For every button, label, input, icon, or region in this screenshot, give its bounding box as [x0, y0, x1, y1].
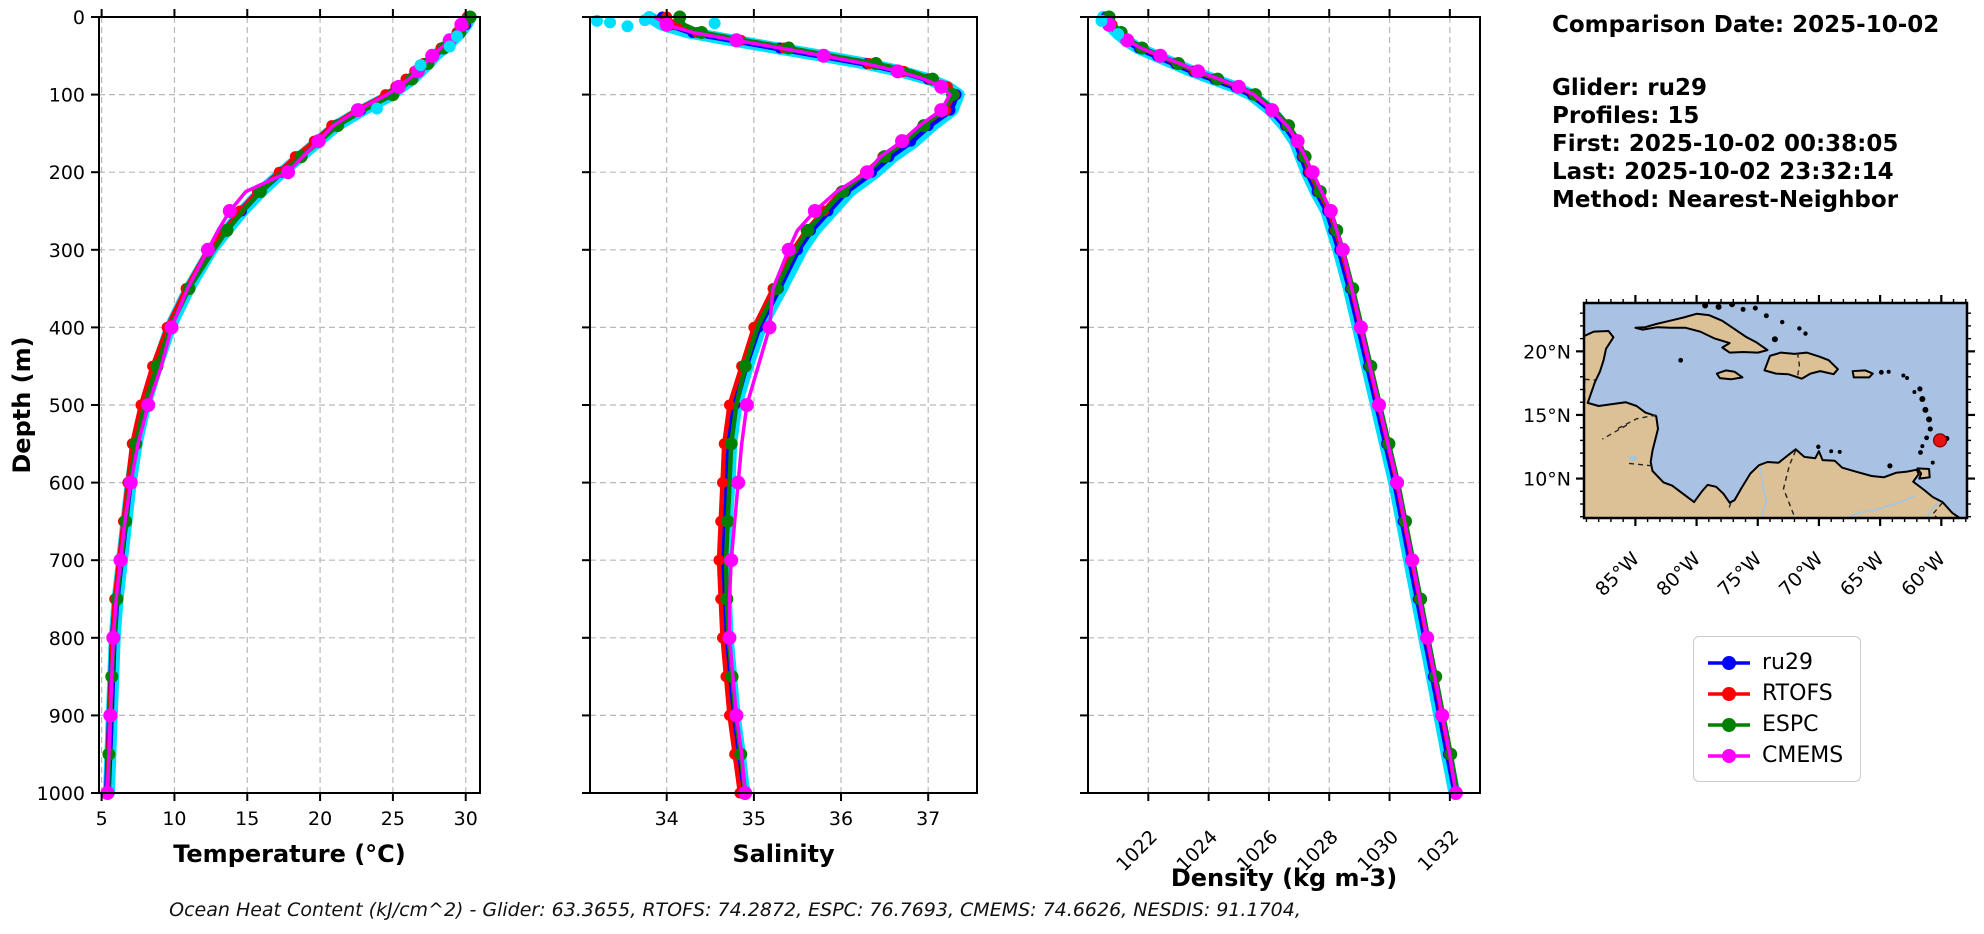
- series-ru29: [101, 11, 475, 799]
- raw-scatter-point: [370, 102, 383, 115]
- raw-scatter-point: [638, 14, 651, 27]
- series-CMEMS: [1102, 15, 1463, 800]
- info-line: First: 2025-10-02 00:38:05: [1552, 131, 1899, 157]
- map-lon-label: 75°W: [1714, 548, 1767, 595]
- info-line: Method: Nearest-Neighbor: [1552, 187, 1899, 213]
- depth-tick-label: 0: [73, 7, 85, 29]
- map-land: [1584, 303, 1961, 518]
- legend-label: CMEMS: [1762, 743, 1844, 768]
- legend-swatch: [1708, 686, 1750, 701]
- depth-tick-label: 600: [49, 473, 85, 495]
- chart-panel-0: 5 10 15 20 25 3001002003004005006007008009001…: [8, 7, 481, 868]
- x-axis-title: Salinity: [732, 840, 835, 868]
- raw-scatter-point: [450, 30, 463, 43]
- location-map: 85°W 80°W 75°W 70°W 65°W 60°W 20°N 15°N 10°N: [1523, 295, 1975, 595]
- legend-entry: ESPC: [1706, 709, 1846, 740]
- depth-tick-label: 300: [49, 240, 85, 262]
- map-lat-label: 20°N: [1523, 341, 1571, 363]
- x-tick-label: 10: [162, 808, 186, 830]
- axis-ticks: 5 10 15 20 25 3001002003004005006007008009001…: [37, 7, 478, 830]
- map-lon-label: 80°W: [1652, 548, 1705, 595]
- legend: ru29 RTOFS ESPC CMEMS: [1693, 636, 1861, 782]
- x-tick-label: 35: [742, 808, 766, 830]
- x-tick-label: 1022: [1112, 826, 1162, 876]
- raw-scatter-point: [604, 16, 617, 29]
- map-lat-label: 10°N: [1523, 469, 1571, 491]
- info-panel: Comparison Date: 2025-10-02 Glider: ru29…: [1552, 12, 1939, 214]
- map-lon-label: 65°W: [1836, 548, 1889, 595]
- map-lon-label: 85°W: [1591, 548, 1644, 595]
- x-tick-label: 1032: [1414, 826, 1464, 876]
- series-CMEMS: [653, 15, 952, 800]
- axis-ticks: 34 35 36 37: [582, 9, 940, 830]
- info-lines: Glider: ru29 Profiles: 15 First: 2025-10-0…: [1552, 74, 1939, 214]
- legend-swatch: [1708, 717, 1750, 732]
- raw-scatter-point: [414, 59, 427, 72]
- x-tick-label: 25: [381, 808, 405, 830]
- raw-scatter-point: [708, 17, 721, 30]
- series-ESPC: [102, 10, 477, 796]
- legend-entry: RTOFS: [1706, 678, 1846, 709]
- x-tick-label: 36: [829, 808, 853, 830]
- y-axis-title: Depth (m): [8, 336, 36, 473]
- info-line: Profiles: 15: [1552, 103, 1700, 129]
- ohc-caption: Ocean Heat Content (kJ/cm^2) - Glider: 6…: [169, 899, 1301, 921]
- depth-tick-label: 100: [49, 85, 85, 107]
- x-tick-label: 34: [655, 808, 679, 830]
- map-frame: [1582, 301, 1969, 520]
- legend-label: ESPC: [1762, 712, 1819, 737]
- info-line: Glider: ru29: [1552, 75, 1707, 101]
- x-axis-title: Temperature (°C): [173, 840, 406, 868]
- x-tick-label: 15: [235, 808, 259, 830]
- axis-ticks: 1022 1024 1026 1028 1030 1032: [1080, 9, 1463, 876]
- map-lon-label: 70°W: [1775, 548, 1828, 595]
- map-lon-label: 60°W: [1897, 548, 1950, 595]
- legend-entry: CMEMS: [1706, 740, 1846, 771]
- depth-tick-label: 200: [49, 162, 85, 184]
- info-line: Last: 2025-10-02 23:32:14: [1552, 159, 1894, 185]
- legend-entry: ru29: [1706, 647, 1846, 678]
- depth-tick-label: 400: [49, 317, 85, 339]
- comparison-date: Comparison Date: 2025-10-02: [1552, 12, 1940, 38]
- legend-label: RTOFS: [1762, 681, 1833, 706]
- raw-scatter-point: [443, 40, 456, 53]
- x-tick-label: 37: [916, 808, 940, 830]
- map-lat-label: 15°N: [1523, 405, 1571, 427]
- x-tick-label: 5: [96, 808, 108, 830]
- x-axis-title: Density (kg m-3): [1171, 864, 1397, 892]
- glider-position-marker: [1932, 433, 1948, 448]
- depth-tick-label: 500: [49, 395, 85, 417]
- raw-scatter-point: [1112, 28, 1125, 41]
- depth-tick-label: 900: [49, 705, 85, 727]
- chart-panel-1: 34 35 36 37 Salinity: [582, 9, 978, 868]
- series-CMEMS: [100, 15, 469, 800]
- x-tick-label: 30: [454, 808, 478, 830]
- series-RTOFS: [101, 11, 473, 799]
- x-tick-label: 20: [308, 808, 332, 830]
- legend-swatch: [1708, 748, 1750, 763]
- depth-tick-label: 1000: [37, 783, 85, 805]
- grid: [99, 16, 480, 794]
- legend-label: ru29: [1762, 650, 1813, 675]
- raw-scatter-point: [621, 20, 634, 33]
- depth-tick-label: 700: [49, 550, 85, 572]
- legend-swatch: [1708, 655, 1750, 670]
- depth-tick-label: 800: [49, 628, 85, 650]
